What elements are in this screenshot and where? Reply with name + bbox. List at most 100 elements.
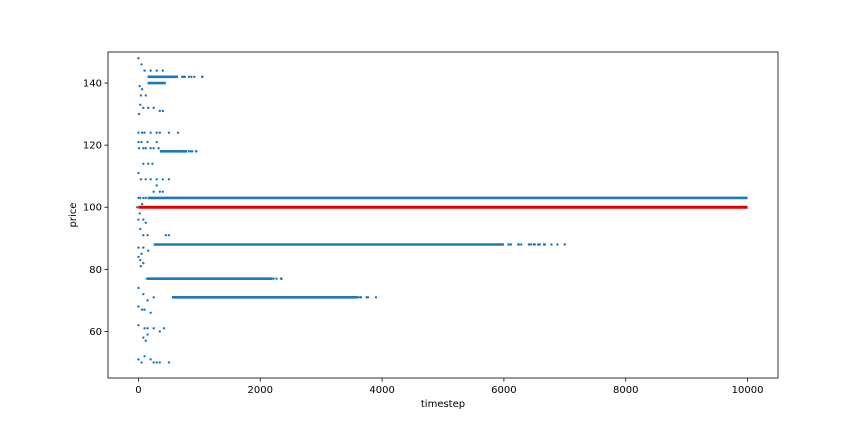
data-point	[139, 94, 143, 97]
data-point	[139, 196, 142, 200]
data-point	[137, 305, 140, 308]
data-point	[144, 178, 147, 181]
data-point	[149, 178, 152, 181]
data-point	[161, 190, 165, 193]
data-point	[138, 212, 141, 215]
data-point	[563, 243, 567, 246]
data-point	[161, 109, 165, 113]
data-point	[137, 140, 140, 144]
data-point	[146, 333, 149, 336]
data-point	[161, 178, 165, 181]
data-point	[142, 106, 145, 110]
data-point	[155, 178, 158, 181]
x-tick-label: 6000	[491, 385, 516, 396]
y-tick-label: 140	[83, 79, 102, 90]
y-tick-label: 100	[83, 203, 102, 214]
x-tick-label: 8000	[613, 385, 638, 396]
data-point	[529, 243, 533, 246]
data-point	[137, 147, 141, 150]
price-band-142	[147, 75, 204, 79]
data-point	[193, 75, 196, 79]
data-point	[550, 243, 553, 246]
data-point	[142, 233, 145, 237]
y-tick-label: 120	[83, 141, 102, 152]
data-point	[146, 299, 149, 302]
data-point	[359, 296, 363, 299]
price-band-118	[159, 150, 198, 153]
data-point	[137, 171, 140, 175]
data-point	[152, 361, 155, 364]
data-point	[158, 361, 161, 364]
data-point	[140, 131, 144, 134]
data-point	[139, 178, 143, 181]
data-point	[140, 88, 144, 91]
data-point	[137, 358, 140, 361]
data-point	[155, 361, 158, 364]
plot-marks	[136, 57, 748, 364]
data-point	[533, 243, 536, 246]
data-point	[144, 221, 147, 224]
data-point	[140, 361, 143, 364]
data-point	[148, 277, 151, 280]
x-tick-label: 4000	[369, 385, 394, 396]
data-point	[149, 147, 152, 150]
data-point	[517, 243, 520, 246]
data-point	[158, 190, 161, 193]
data-point	[161, 69, 165, 72]
data-point	[144, 339, 147, 342]
data-point	[142, 147, 145, 150]
data-point	[365, 296, 368, 299]
data-point	[147, 249, 150, 252]
data-point	[527, 243, 531, 246]
data-point	[152, 147, 155, 150]
y-tick-label: 60	[89, 327, 102, 338]
axes-frame	[107, 51, 779, 379]
data-point	[140, 202, 144, 206]
data-point	[162, 327, 166, 330]
x-axis-label: timestep	[421, 399, 465, 410]
data-point	[140, 140, 143, 144]
data-point	[142, 336, 145, 339]
data-point	[146, 140, 149, 144]
y-axis-label: price	[68, 203, 79, 228]
data-point	[158, 330, 161, 333]
x-axis: 0 2000 4000 6000 8000 10000	[135, 378, 763, 396]
data-point	[144, 147, 147, 150]
data-point	[520, 243, 523, 246]
price-band-71	[171, 295, 378, 299]
data-point	[509, 243, 513, 246]
data-point	[157, 147, 160, 150]
data-point	[155, 140, 158, 144]
y-axis: 60 80 100 120 140	[83, 79, 108, 338]
data-point	[155, 184, 158, 187]
data-point	[139, 258, 142, 262]
x-tick-label: 0	[135, 385, 141, 396]
data-point	[167, 361, 171, 364]
data-point	[191, 150, 194, 153]
data-point	[556, 243, 559, 246]
data-point	[149, 69, 152, 72]
data-point	[146, 327, 149, 330]
data-point	[275, 277, 278, 280]
data-point	[158, 131, 161, 134]
data-point	[137, 112, 141, 116]
data-point	[167, 233, 171, 237]
data-point	[187, 75, 191, 79]
data-point	[143, 308, 146, 311]
data-point	[280, 277, 283, 280]
data-point	[158, 109, 161, 113]
data-point	[149, 358, 152, 361]
data-point	[136, 206, 139, 209]
data-point	[155, 131, 158, 134]
data-point	[167, 131, 171, 134]
data-point	[195, 150, 198, 153]
data-point	[144, 196, 147, 200]
data-point	[142, 196, 145, 200]
data-point	[164, 233, 168, 237]
data-point	[357, 296, 360, 299]
data-point	[176, 131, 180, 134]
data-point	[149, 311, 152, 314]
